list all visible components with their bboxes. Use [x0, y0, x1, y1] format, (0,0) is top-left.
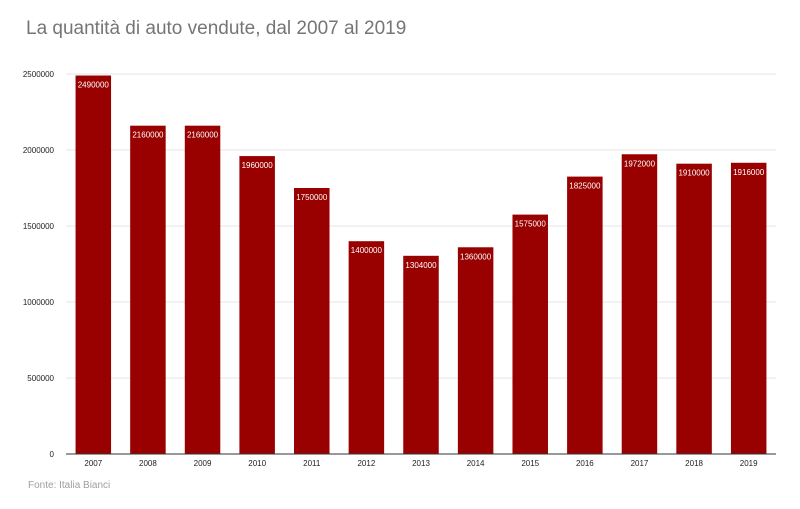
bar-2017	[621, 154, 658, 455]
bar-value-label: 1400000	[351, 246, 383, 255]
bar-2010	[239, 156, 275, 454]
x-axis-ticks: 2007 2008 2009 2010 2011 2012 2013 2014 2015 2016…	[84, 459, 758, 468]
y-tick-label: 0	[50, 450, 55, 459]
chart-title: La quantità di auto vendute, dal 2007 al…	[26, 18, 407, 39]
bar-value-label: 1360000	[460, 252, 492, 261]
bar-2015	[512, 214, 548, 454]
x-tick-label: 2012	[357, 459, 375, 468]
y-tick-label: 2500000	[23, 70, 55, 79]
x-tick-label: 2017	[631, 459, 649, 468]
x-tick-label: 2011	[303, 459, 321, 468]
x-tick-label: 2010	[248, 459, 266, 468]
bar-value-label: 2160000	[132, 131, 164, 140]
bar-2012	[348, 241, 385, 454]
bar-2016	[567, 176, 603, 454]
bar-value-label: 1910000	[678, 169, 710, 178]
bar-value-label: 1825000	[569, 182, 601, 191]
x-tick-label: 2008	[139, 459, 157, 468]
bar-value-label: 1575000	[515, 220, 547, 229]
x-tick-label: 2019	[740, 459, 758, 468]
x-tick-label: 2007	[84, 459, 102, 468]
x-tick-label: 2018	[685, 459, 703, 468]
y-tick-label: 1000000	[23, 298, 55, 307]
y-tick-label: 500000	[27, 374, 54, 383]
bar-2008	[130, 125, 166, 455]
bar-2009	[184, 125, 221, 455]
bar-value-label: 1916000	[733, 168, 765, 177]
bar-2018	[676, 163, 712, 454]
bar-value-label: 1750000	[296, 193, 328, 202]
bar-value-label: 1960000	[242, 161, 274, 170]
bar-2007	[75, 75, 112, 455]
x-tick-label: 2014	[467, 459, 485, 468]
source-note: Fonte: Italia Bianci	[28, 480, 111, 491]
y-tick-label: 1500000	[23, 222, 55, 231]
bar-value-label: 1972000	[624, 159, 656, 168]
bar-value-label: 1304000	[405, 261, 437, 270]
x-tick-label: 2013	[412, 459, 430, 468]
bar-value-label: 2490000	[78, 81, 110, 90]
bars: 2490000 2160000 2160000 1960000 1750000 14000…	[75, 75, 767, 455]
bar-2019	[730, 162, 767, 454]
y-axis-ticks: 0 500000 1000000 1500000 2000000 2500000	[23, 70, 55, 459]
bar-2014	[457, 247, 494, 454]
x-tick-label: 2009	[194, 459, 212, 468]
x-tick-label: 2016	[576, 459, 594, 468]
bar-2011	[294, 188, 330, 454]
bar-2013	[403, 255, 439, 454]
x-tick-label: 2015	[521, 459, 539, 468]
bar-value-label: 2160000	[187, 131, 219, 140]
y-tick-label: 2000000	[23, 146, 55, 155]
